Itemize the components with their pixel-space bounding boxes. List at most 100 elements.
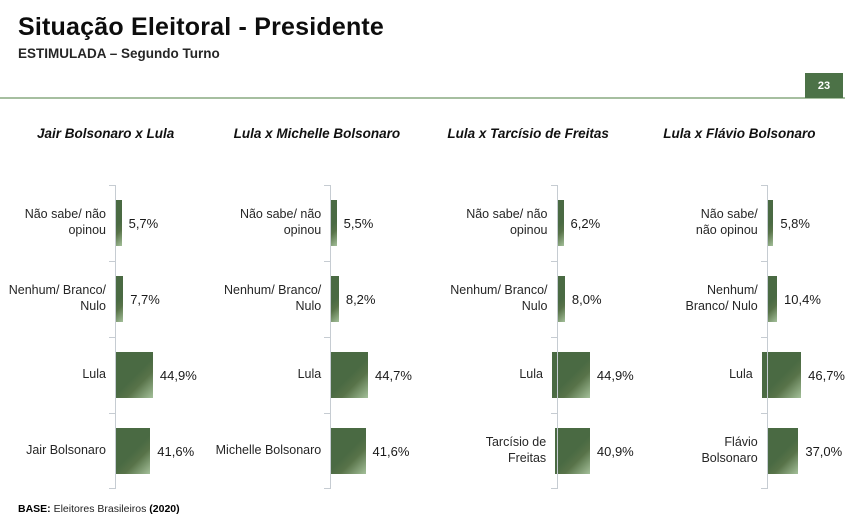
base-note-label: BASE: — [18, 503, 51, 515]
chart-column: Jair Bolsonaro x Lula Não sabe/ não opino… — [0, 126, 211, 489]
value-label: 10,4% — [784, 291, 821, 307]
bar — [556, 200, 564, 246]
axis-tick — [324, 185, 331, 186]
bar-wrap: 5,7% — [115, 185, 158, 261]
category-label: Nenhum/ Branco/ Nulo — [223, 283, 322, 313]
category-label: Flávio Bolsonaro — [701, 435, 758, 465]
chart-column: Lula x Tarcísio de Freitas Não sabe/ não … — [423, 126, 634, 489]
bar-wrap: 37,0% — [766, 413, 843, 489]
category-label: Nenhum/ Branco/ Nulo — [8, 283, 106, 313]
bar — [766, 428, 799, 474]
category-label: Tarcísio de Freitas — [485, 435, 547, 465]
category-label: Não sabe/ não opinou — [239, 207, 322, 237]
category-label-cell: Michelle Bolsonaro — [211, 413, 330, 489]
slide-header: Situação Eleitoral - Presidente ESTIMULA… — [18, 13, 384, 61]
chart-row: Não sabe/ não opinou 6,2% — [423, 185, 634, 261]
category-label-cell: Lula — [423, 337, 552, 413]
value-label: 46,7% — [808, 367, 845, 383]
axis-line — [109, 185, 116, 489]
page-subtitle: ESTIMULADA – Segundo Turno — [18, 46, 220, 61]
chart-column: Lula x Flávio Bolsonaro Não sabe/ não opi… — [634, 126, 845, 489]
axis-tick — [109, 413, 115, 414]
category-label-cell: Nenhum/ Branco/ Nulo — [0, 261, 115, 337]
axis-tick — [760, 337, 767, 338]
bar-wrap: 44,9% — [551, 337, 634, 413]
base-note-text: Eleitores Brasileiros — [50, 503, 150, 515]
axis-line — [760, 185, 768, 489]
bar-wrap: 46,7% — [761, 337, 845, 413]
category-label-cell: Não sabe/ não opinou — [423, 185, 557, 261]
axis-tick — [550, 488, 557, 489]
axis-tick — [109, 185, 115, 186]
value-label: 6,2% — [570, 215, 601, 231]
value-label: 40,9% — [596, 443, 634, 459]
bar — [115, 352, 153, 398]
value-label: 41,6% — [372, 443, 410, 459]
category-label: Lula — [297, 367, 322, 382]
chart-row: Nenhum/ Branco/ Nulo 8,0% — [423, 261, 634, 337]
chart-title: Jair Bolsonaro x Lula — [36, 126, 175, 141]
bar-wrap: 10,4% — [766, 261, 821, 337]
bar-wrap: 41,6% — [330, 413, 409, 489]
chart-row: Lula 44,7% — [211, 337, 422, 413]
chart-plot: Não sabe/ não opinou 5,7% Nenhum/ Branco/ … — [0, 185, 211, 489]
category-label-cell: Nenhum/ Branco/ Nulo — [423, 261, 557, 337]
bar-wrap: 41,6% — [115, 413, 194, 489]
bar-wrap: 44,7% — [330, 337, 412, 413]
category-label-cell: Lula — [634, 337, 762, 413]
category-label: Michelle Bolsonaro — [215, 443, 322, 458]
axis-tick — [550, 261, 557, 262]
bar-wrap: 7,7% — [115, 261, 160, 337]
category-label: Nenhum/ Branco/ Nulo — [450, 283, 548, 313]
chart-row: Nenhum/ Branco/ Nulo 10,4% — [634, 261, 845, 337]
chart-title: Lula x Flávio Bolsonaro — [663, 126, 816, 141]
category-label-cell: Não sabe/ não opinou — [0, 185, 115, 261]
bar — [330, 200, 337, 246]
category-label-cell: Tarcísio de Freitas — [423, 413, 556, 489]
chart-row: Michelle Bolsonaro 41,6% — [211, 413, 422, 489]
bar — [766, 276, 778, 322]
axis-tick — [109, 337, 115, 338]
header-divider-line — [0, 97, 845, 99]
value-label: 37,0% — [805, 443, 843, 459]
value-label: 8,2% — [345, 291, 376, 307]
value-label: 5,5% — [343, 215, 374, 231]
chart-row: Não sabe/ não opinou 5,8% — [634, 185, 845, 261]
bar-wrap: 8,0% — [556, 261, 602, 337]
value-label: 44,9% — [596, 367, 634, 383]
category-label: Jair Bolsonaro — [26, 443, 106, 458]
chart-row: Tarcísio de Freitas 40,9% — [423, 413, 634, 489]
axis-tick — [324, 261, 331, 262]
chart-title: Lula x Tarcísio de Freitas — [447, 126, 609, 141]
bar — [115, 276, 124, 322]
category-label: Lula — [82, 367, 106, 382]
category-label-cell: Nenhum/ Branco/ Nulo — [211, 261, 330, 337]
axis-line — [324, 185, 332, 489]
base-note-year: (2020) — [149, 503, 180, 515]
chart-row: Não sabe/ não opinou 5,7% — [0, 185, 211, 261]
bar — [551, 352, 590, 398]
axis-tick — [760, 185, 767, 186]
bar — [115, 200, 122, 246]
axis-tick — [109, 488, 115, 489]
page-title: Situação Eleitoral - Presidente — [18, 13, 385, 41]
category-label: Não sabe/ não opinou — [24, 207, 106, 237]
chart-plot: Não sabe/ não opinou 5,8% Nenhum/ Branco/ … — [634, 185, 845, 489]
base-note: BASE: Eleitores Brasileiros (2020) — [18, 503, 180, 515]
value-label: 41,6% — [157, 443, 195, 459]
bar — [330, 428, 366, 474]
bar — [330, 352, 369, 398]
category-label: Lula — [519, 367, 543, 382]
bar — [330, 276, 339, 322]
axis-tick — [109, 261, 115, 262]
page-number-badge: 23 — [805, 73, 843, 98]
axis-tick — [324, 413, 331, 414]
bar — [766, 200, 774, 246]
category-label-cell: Lula — [0, 337, 115, 413]
bar — [555, 428, 590, 474]
category-label: Lula — [729, 367, 753, 382]
bar-wrap: 5,8% — [766, 185, 810, 261]
axis-tick — [324, 488, 331, 489]
axis-tick — [760, 261, 767, 262]
